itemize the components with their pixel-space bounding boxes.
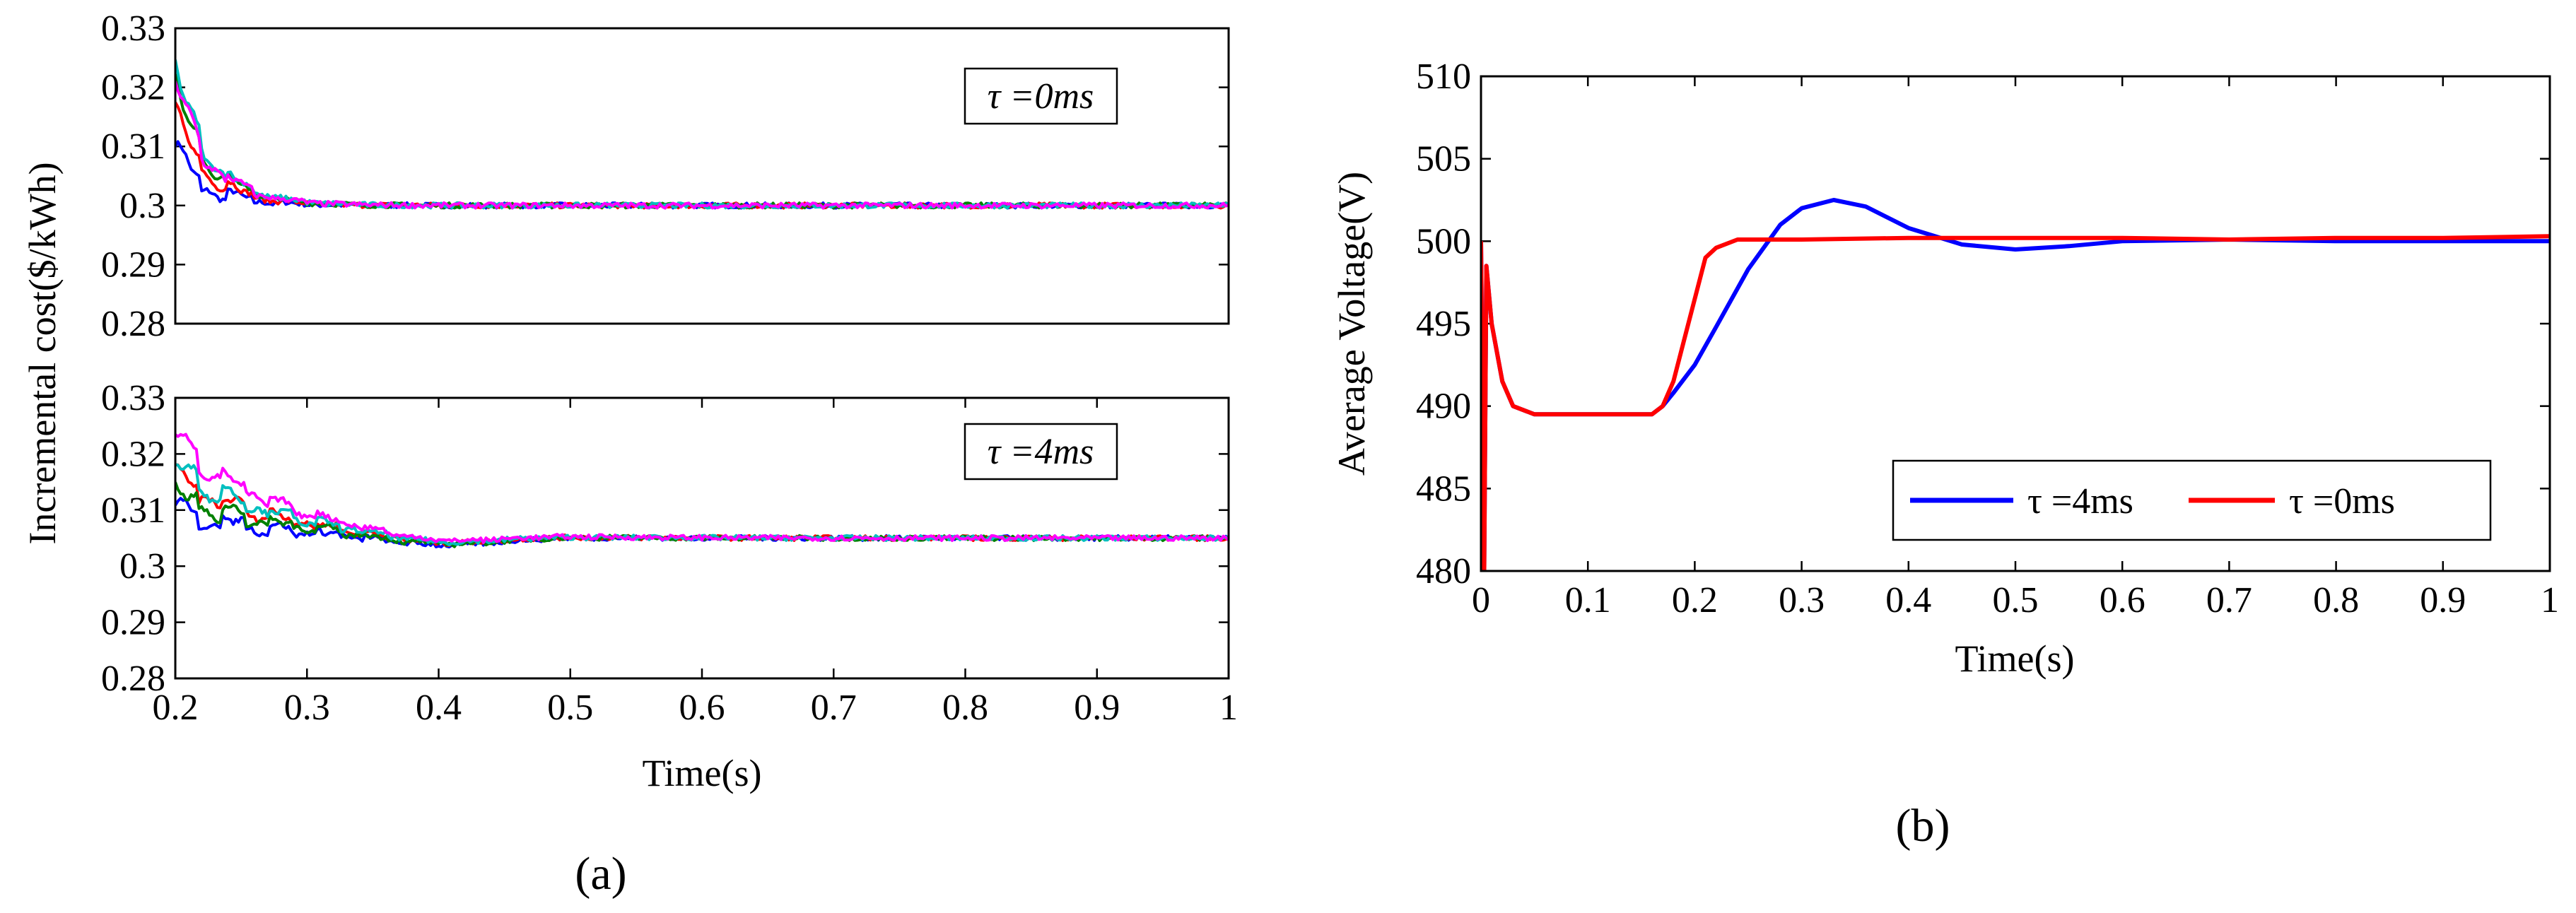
x-tick-label: 0.7	[811, 688, 857, 728]
y-tick-label: 485	[1416, 469, 1471, 509]
y-tick-label: 495	[1416, 304, 1471, 344]
a-top-annotation-box: τ =0ms	[964, 67, 1118, 125]
x-tick-label: 0.2	[1672, 580, 1718, 620]
x-tick-label: 0	[1472, 580, 1490, 620]
x-tick-label: 0.5	[1993, 580, 2039, 620]
y-tick-label: 0.31	[101, 490, 165, 531]
x-tick-label: 0.9	[2420, 580, 2466, 620]
y-tick-label: 0.32	[101, 434, 165, 474]
b-y-ticks: 480 485 490 495 500 505 510	[1416, 57, 2550, 591]
y-tick-label: 0.3	[119, 186, 165, 226]
b-y-axis-label: Average Voltage(V)	[1330, 172, 1373, 476]
x-tick-label: 0.3	[1779, 580, 1825, 620]
b-axes-frame	[1480, 75, 2551, 572]
x-tick-label: 0.7	[2206, 580, 2252, 620]
y-tick-label: 500	[1416, 221, 1471, 261]
y-tick-label: 505	[1416, 139, 1471, 179]
a-bottom-annotation-box: τ =4ms	[964, 423, 1118, 481]
y-tick-label: 0.33	[101, 8, 165, 49]
x-tick-label: 0.8	[2313, 580, 2359, 620]
a-bottom-annotation-text: τ =4ms	[988, 432, 1094, 472]
a-top-series-agent-5	[175, 81, 1229, 210]
x-tick-label: 0.6	[2100, 580, 2145, 620]
x-tick-label: 0.9	[1074, 688, 1120, 728]
a-bottom-axes-frame	[174, 396, 1230, 680]
a-top-y-ticks: 0.28 0.29 0.3 0.31 0.32 0.33	[101, 8, 1229, 344]
x-tick-label: 0.4	[416, 688, 462, 728]
a-y-axis-label: Incremental cost($/kWh)	[21, 162, 64, 544]
y-tick-label: 490	[1416, 387, 1471, 427]
a-top-annotation-text: τ =0ms	[988, 76, 1094, 117]
b-legend-label-0ms: τ =0ms	[2289, 481, 2395, 522]
b-legend-label-4ms: τ =4ms	[2027, 481, 2133, 522]
panel-a-label: (a)	[575, 848, 626, 900]
y-tick-label: 0.29	[101, 603, 165, 643]
panel-a-bottom-chart: 0.280.290.30.310.320.33 0.2 0.3 0.4 0.5 0.6 0…	[101, 378, 1238, 728]
x-tick-label: 0.6	[679, 688, 725, 728]
b-series-group	[1481, 198, 2550, 571]
panel-b-chart: 480 485 490 495 500 505 510 0 0.1 0.2 0.3 0.4 0.5 0.…	[1416, 57, 2559, 620]
x-tick-label: 0.5	[547, 688, 593, 728]
y-tick-label: 0.33	[101, 378, 165, 418]
y-tick-label: 0.29	[101, 245, 165, 285]
a-bottom-annotation-frame	[964, 423, 1118, 481]
x-tick-label: 1	[1219, 688, 1238, 728]
y-tick-label: 0.32	[101, 68, 165, 108]
y-tick-label: 510	[1416, 57, 1471, 97]
a-bottom-x-ticks: 0.2 0.3 0.4 0.5 0.6 0.7 0.8 0.9 1	[153, 398, 1238, 728]
a-top-series-agent-1	[175, 140, 1229, 210]
y-tick-label: 0.3	[119, 546, 165, 587]
a-bottom-series-group	[175, 432, 1229, 549]
b-legend: τ =4ms τ =0ms	[1892, 459, 2492, 541]
a-bottom-series-agent-5	[175, 432, 1229, 544]
b-x-ticks: 0 0.1 0.2 0.3 0.4 0.5 0.6 0.7 0.8 0.9 1	[1472, 76, 2559, 620]
x-tick-label: 1	[2541, 580, 2559, 620]
panel-a-top-chart: 0.28 0.29 0.3 0.31 0.32 0.33 τ =0ms	[101, 8, 1230, 344]
y-tick-label: 0.31	[101, 126, 165, 167]
a-top-annotation-frame	[964, 67, 1118, 125]
y-tick-label: 0.28	[101, 304, 165, 344]
x-tick-label: 0.2	[153, 688, 199, 728]
x-tick-label: 0.3	[284, 688, 330, 728]
y-tick-label: 480	[1416, 551, 1471, 591]
a-x-axis-label: Time(s)	[642, 752, 761, 794]
x-tick-label: 0.8	[942, 688, 988, 728]
a-top-axes-frame	[174, 27, 1230, 325]
x-tick-label: 0.4	[1885, 580, 1931, 620]
a-top-series-group	[175, 59, 1229, 210]
b-x-axis-label: Time(s)	[1955, 637, 2074, 680]
y-tick-label: 0.28	[101, 659, 165, 699]
panel-b-label: (b)	[1896, 800, 1950, 852]
b-series--0ms	[1481, 234, 2550, 571]
x-tick-label: 0.1	[1565, 580, 1611, 620]
